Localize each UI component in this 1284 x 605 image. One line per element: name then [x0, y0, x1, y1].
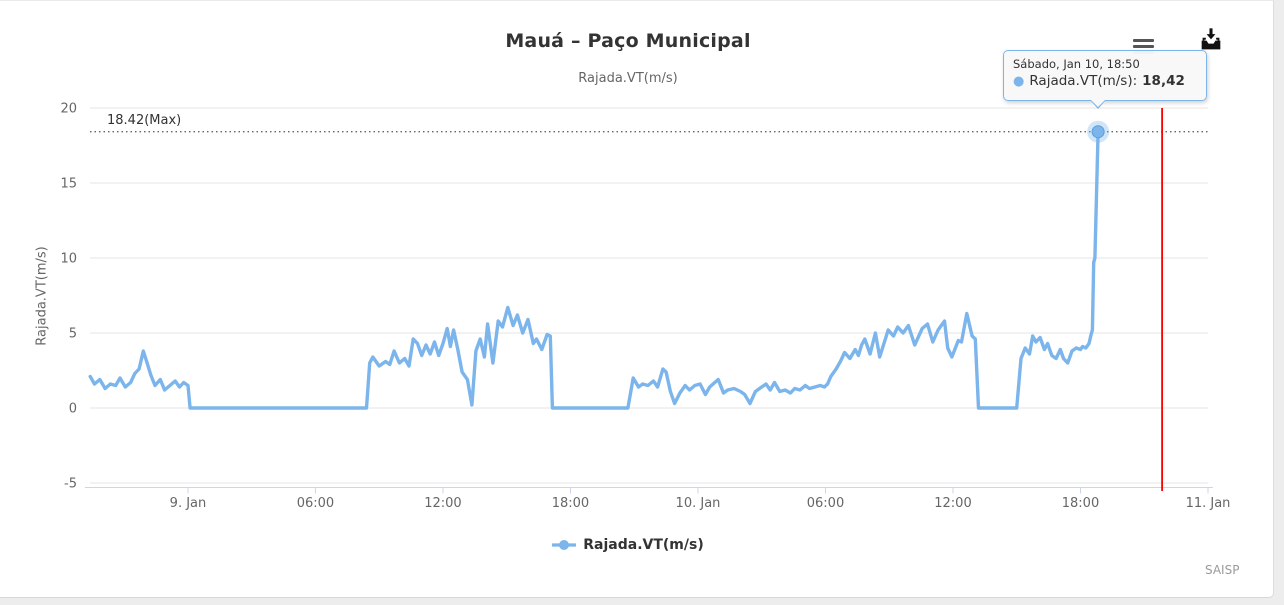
y-axis-title: Rajada.VT(m/s): [34, 246, 50, 346]
x-tick-label: 18:00: [1062, 496, 1099, 511]
data-point-marker[interactable]: [1091, 125, 1105, 139]
x-tick-label: 18:00: [552, 496, 589, 511]
download-button[interactable]: [1197, 26, 1225, 54]
series-bullet-icon: ●: [1013, 73, 1025, 89]
legend-item[interactable]: Rajada.VT(m/s): [0, 536, 1256, 554]
legend-marker-icon: [552, 540, 577, 550]
download-icon: [1201, 28, 1221, 50]
tooltip-value: 18,42: [1142, 73, 1185, 89]
x-tick-label: 12:00: [424, 496, 461, 511]
series-line: [88, 130, 1100, 410]
y-tick-label: 5: [69, 327, 77, 342]
watermark: SAISP: [1205, 563, 1240, 577]
y-tick-label: 10: [60, 252, 77, 267]
x-tick-label: 06:00: [807, 496, 844, 511]
x-tick-label: 12:00: [934, 496, 971, 511]
max-value-label: 18.42(Max): [107, 113, 182, 128]
tooltip-header: Sábado, Jan 10, 18:50: [1013, 57, 1140, 71]
y-tick-label: 0: [69, 402, 77, 417]
chart-title: Mauá – Paço Municipal: [505, 30, 751, 52]
legend-label: Rajada.VT(m/s): [583, 537, 704, 553]
tooltip: Sábado, Jan 10, 18:50 ● Rajada.VT(m/s): …: [1003, 50, 1207, 109]
y-tick-label: 15: [60, 177, 77, 192]
chart-subtitle: Rajada.VT(m/s): [578, 71, 678, 86]
x-tick-label: 06:00: [297, 496, 334, 511]
x-tick-label: 9. Jan: [170, 496, 207, 511]
y-tick-label: 20: [60, 102, 77, 117]
x-tick-label: 11. Jan: [1186, 496, 1231, 511]
tooltip-series-label: Rajada.VT(m/s):: [1029, 73, 1138, 89]
x-tick-label: 10. Jan: [676, 496, 721, 511]
y-tick-label: -5: [64, 477, 77, 492]
